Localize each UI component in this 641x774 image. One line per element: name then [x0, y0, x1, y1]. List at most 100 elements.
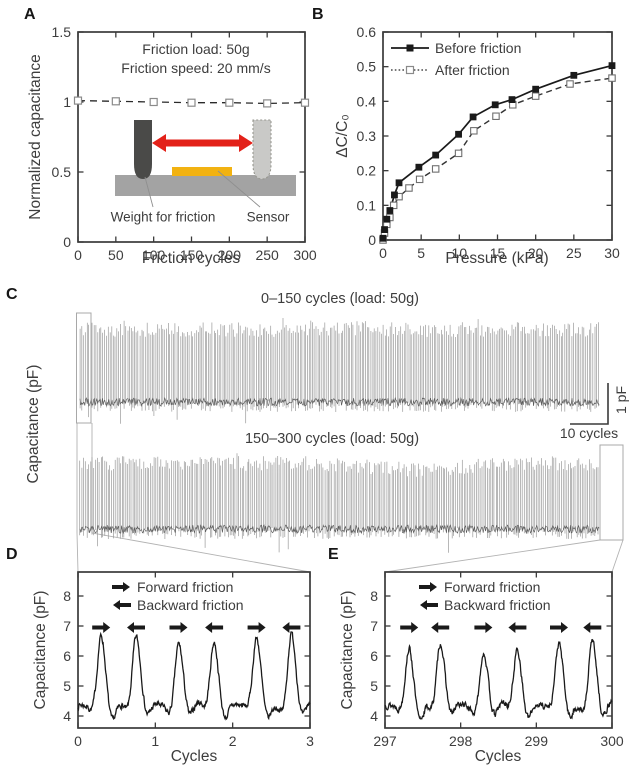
tick-label: 5: [370, 678, 378, 694]
friction-weight: [252, 119, 272, 180]
legend-label: Backward friction: [137, 597, 244, 613]
tick-label: 300: [600, 733, 624, 749]
tick-label: 0.5: [52, 164, 72, 180]
panel-e-legend-backward: Backward friction: [419, 597, 551, 613]
tick-label: 0: [368, 232, 376, 248]
forward-arrow-marker: [92, 622, 111, 633]
panel-a-inset-schematic: [115, 119, 296, 208]
tick-label: 4: [63, 708, 71, 724]
forward-arrow-icon: [112, 582, 130, 592]
legend-label: Forward friction: [444, 579, 541, 595]
panel-a-inset-weight-label: Weight for friction: [110, 209, 216, 225]
tick-label: 10: [452, 245, 468, 261]
forward-arrow-marker: [247, 622, 266, 633]
tick-label: 0: [74, 247, 82, 263]
tick-label: 1: [151, 733, 159, 749]
backward-arrow-marker: [282, 622, 301, 633]
tick-label: 150: [180, 247, 204, 263]
tick-label: 0.1: [357, 197, 377, 213]
friction-weight: [134, 120, 152, 179]
tick-label: 20: [528, 245, 544, 261]
friction-direction-arrow: [152, 134, 253, 152]
backward-arrow-marker: [431, 622, 450, 633]
tick-label: 299: [525, 733, 549, 749]
tick-label: 250: [255, 247, 279, 263]
tick-label: 0: [74, 733, 82, 749]
legend-label: After friction: [435, 62, 510, 78]
panel-c-scalebar-vertical-label: 1 pF: [613, 385, 629, 415]
tick-label: 0: [63, 234, 71, 250]
panel-d-ylabel: Capacitance (pF): [32, 590, 49, 710]
panel-b-legend-before: Before friction: [391, 40, 521, 56]
panel-label-d: D: [6, 546, 18, 563]
tick-label: 5: [63, 678, 71, 694]
tick-label: 0.3: [357, 128, 377, 144]
tick-label: 0.6: [357, 24, 377, 40]
backward-arrow-marker: [127, 622, 145, 633]
panel-label-a: A: [24, 6, 36, 23]
panel-c-ylabel: Capacitance (pF): [25, 364, 42, 484]
panel-e-xlabel: Cycles: [474, 748, 522, 765]
legend-label: Backward friction: [444, 597, 551, 613]
panel-a-plot: 0 50 100 150 200 250 300 0 0.5 1 1.5: [52, 24, 317, 263]
tick-label: 7: [370, 618, 378, 634]
panel-a-xlabel: Friction cycles: [141, 250, 241, 267]
panel-e-legend-forward: Forward friction: [419, 579, 541, 595]
forward-arrow-marker: [400, 622, 419, 633]
forward-arrow-marker: [550, 622, 568, 633]
tick-label: 6: [370, 648, 378, 664]
tick-label: 200: [218, 247, 242, 263]
legend-label: Forward friction: [137, 579, 234, 595]
tick-label: 30: [604, 245, 620, 261]
tick-label: 298: [449, 733, 473, 749]
tick-label: 5: [417, 245, 425, 261]
panel-b-plot: 0 5 10 15 20 25 30 0 0.1 0.2 0.3 0.4 0.5 0.6: [357, 24, 620, 261]
panel-c-scalebar-horizontal-label: 10 cycles: [559, 425, 619, 441]
tick-label: 100: [142, 247, 166, 263]
forward-arrow-icon: [419, 582, 437, 592]
panel-label-c: C: [6, 286, 18, 303]
forward-arrow-marker: [169, 622, 188, 633]
backward-arrow-icon: [113, 600, 131, 610]
panel-a-annotation-speed: Friction speed: 20 mm/s: [121, 60, 271, 76]
panel-d-legend-backward: Backward friction: [112, 597, 244, 613]
panel-b-ylabel: ΔC/C₀: [334, 114, 351, 158]
platform: [115, 175, 296, 196]
tick-label: 300: [293, 247, 317, 263]
tick-label: 50: [108, 247, 124, 263]
panel-d-legend-forward: Forward friction: [112, 579, 234, 595]
panel-e-ylabel: Capacitance (pF): [339, 590, 356, 710]
tick-label: 8: [370, 588, 378, 604]
forward-arrow-marker: [474, 622, 493, 633]
backward-arrow-marker: [583, 622, 602, 633]
tick-label: 7: [63, 618, 71, 634]
dotted-line-open-square-icon: [391, 65, 429, 75]
tick-label: 4: [370, 708, 378, 724]
panel-label-e: E: [328, 546, 339, 563]
scale-bar: [570, 383, 609, 425]
tick-label: 1.5: [52, 24, 72, 40]
zoom-box-trace1-start: [76, 312, 92, 424]
sensor: [172, 167, 232, 176]
tick-label: 297: [373, 733, 397, 749]
solid-line-filled-square-icon: [391, 44, 429, 52]
panel-d-plot: 0 1 2 3 4 5 6 7 8: [63, 571, 314, 749]
backward-arrow-icon: [420, 600, 438, 610]
panel-b-xlabel: Pressure (kPa): [445, 250, 549, 267]
zoom-box-trace2-end: [599, 444, 624, 541]
panel-e-plot: 297 298 299 300 4 5 6 7 8: [370, 571, 624, 749]
panel-label-b: B: [312, 6, 324, 23]
tick-label: 2: [229, 733, 237, 749]
panel-b-legend-after: After friction: [391, 62, 510, 78]
tick-label: 8: [63, 588, 71, 604]
tick-label: 1: [63, 94, 71, 110]
panel-d-xlabel: Cycles: [170, 748, 218, 765]
tick-label: 0.2: [357, 163, 377, 179]
tick-label: 3: [306, 733, 314, 749]
tick-label: 25: [566, 245, 582, 261]
panel-a-annotation-load: Friction load: 50g: [142, 41, 250, 57]
panel-c-title-trace1: 0–150 cycles (load: 50g): [261, 291, 419, 307]
tick-label: 0: [379, 245, 387, 261]
panel-c-traces: [76, 312, 624, 573]
